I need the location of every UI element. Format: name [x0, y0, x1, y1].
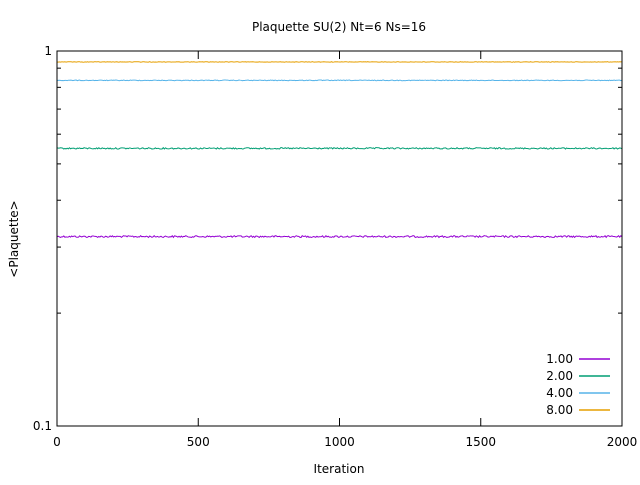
x-tick-label: 1000 — [324, 435, 355, 449]
chart-title: Plaquette SU(2) Nt=6 Ns=16 — [252, 20, 426, 34]
legend-label: 8.00 — [546, 403, 573, 417]
series-line-4.00 — [57, 80, 622, 81]
x-tick-label: 500 — [187, 435, 210, 449]
legend-label: 2.00 — [546, 369, 573, 383]
y-tick-label: 0.1 — [33, 419, 52, 433]
legend-label: 4.00 — [546, 386, 573, 400]
y-axis-label: <Plaquette> — [7, 200, 21, 277]
x-tick-label: 2000 — [607, 435, 638, 449]
x-axis-label: Iteration — [314, 462, 365, 476]
series-line-1.00 — [57, 236, 622, 238]
legend-label: 1.00 — [546, 352, 573, 366]
x-tick-label: 0 — [53, 435, 61, 449]
x-tick-label: 1500 — [465, 435, 496, 449]
y-tick-label: 1 — [44, 44, 52, 58]
plot-area: 0.1 1 0 500 1000 1500 2000 1.00 2.00 4.00 8.00 — [33, 44, 637, 449]
series-line-2.00 — [57, 148, 622, 149]
plot-frame — [57, 51, 622, 426]
